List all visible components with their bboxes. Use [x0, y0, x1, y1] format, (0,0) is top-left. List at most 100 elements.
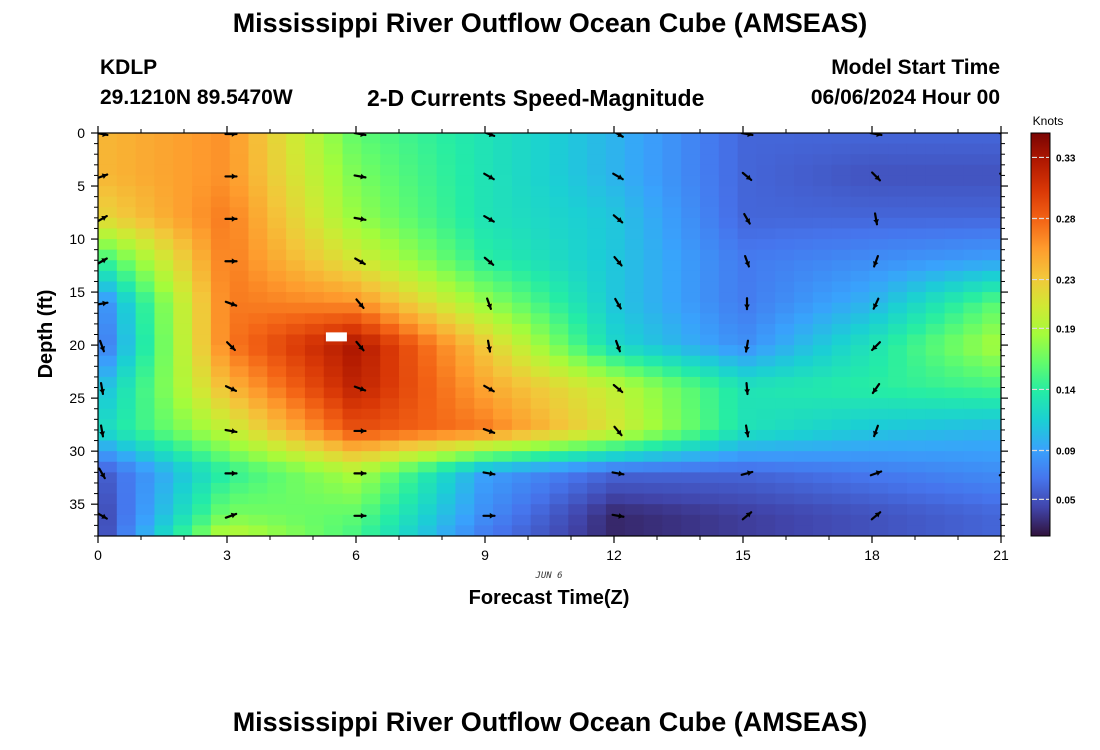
heatmap-cell — [925, 196, 946, 208]
heatmap-cell — [98, 217, 118, 230]
heatmap-cell — [436, 504, 457, 516]
heatmap-cell — [888, 345, 908, 357]
heatmap-cell — [605, 504, 626, 516]
heatmap-cell — [399, 514, 419, 526]
heatmap-cell — [944, 419, 964, 431]
heatmap-cell — [530, 429, 551, 442]
heatmap-cell — [624, 366, 645, 378]
heatmap-cell — [794, 472, 814, 484]
heatmap-cell — [963, 345, 983, 357]
heatmap-cell — [869, 408, 889, 420]
heatmap-cell — [718, 366, 739, 378]
heatmap-cell — [436, 482, 457, 495]
heatmap-cell — [511, 143, 532, 155]
heatmap-cell — [455, 408, 475, 420]
heatmap-cell — [944, 260, 964, 272]
heatmap-cell — [718, 440, 739, 452]
heatmap-cell — [775, 186, 795, 198]
heatmap-cell — [888, 482, 908, 495]
heatmap-cell — [399, 270, 419, 283]
heatmap-cell — [718, 323, 739, 336]
heatmap-cell — [417, 154, 438, 166]
heatmap-cell — [173, 133, 193, 145]
heatmap-cell — [286, 334, 306, 346]
heatmap-cell — [493, 355, 513, 367]
heatmap-cell — [812, 164, 833, 177]
heatmap-cell — [361, 504, 381, 516]
heatmap-cell — [455, 175, 475, 187]
heatmap-cell — [869, 260, 889, 272]
heatmap-cell — [474, 186, 494, 198]
heatmap-cell — [963, 154, 983, 166]
heatmap-cell — [436, 387, 457, 399]
heatmap-cell — [925, 313, 946, 325]
heatmap-cell — [210, 504, 231, 516]
heatmap-cell — [963, 217, 983, 230]
heatmap-cell — [794, 323, 814, 336]
heatmap-cell — [511, 355, 532, 367]
heatmap-cell — [549, 376, 569, 389]
heatmap-cell — [493, 504, 513, 516]
vector-arrow — [224, 428, 238, 434]
heatmap-cell — [944, 376, 964, 389]
heatmap-cell — [925, 451, 946, 463]
heatmap-cell — [210, 514, 231, 526]
heatmap-cell — [963, 260, 983, 272]
x-axis-title: Forecast Time(Z) — [469, 587, 630, 609]
heatmap-cell — [775, 482, 795, 495]
heatmap-cell — [399, 196, 419, 208]
heatmap-cell — [605, 440, 626, 452]
heatmap-cell — [756, 249, 776, 261]
heatmap-cell — [342, 514, 362, 526]
heatmap-cell — [812, 292, 833, 304]
heatmap-cell — [756, 302, 776, 314]
heatmap-cell — [888, 334, 908, 346]
heatmap-cell — [925, 133, 946, 145]
heatmap-cell — [831, 493, 852, 505]
heatmap-cell — [154, 345, 174, 357]
heatmap-cell — [662, 270, 682, 283]
heatmap-cell — [493, 228, 513, 240]
heatmap-cell — [662, 239, 682, 251]
heatmap-cell — [982, 525, 1001, 536]
vector-arrow — [741, 171, 753, 182]
heatmap-cell — [248, 292, 268, 304]
vector-arrow — [999, 172, 1001, 176]
heatmap-cell — [906, 408, 927, 420]
heatmap-cell — [210, 196, 231, 208]
y-tick-label: 35 — [69, 496, 85, 512]
heatmap-cell — [455, 514, 475, 526]
heatmap-cell — [869, 302, 889, 314]
heatmap-cell — [963, 334, 983, 346]
heatmap-cell — [361, 302, 381, 314]
heatmap-cell — [925, 398, 946, 410]
heatmap-cell — [361, 260, 381, 272]
heatmap-cell — [361, 376, 381, 389]
heatmap-cell — [681, 429, 701, 442]
heatmap-cell — [794, 345, 814, 357]
vector-arrow — [873, 212, 879, 226]
heatmap-cell — [135, 249, 156, 261]
heatmap-cell — [587, 249, 607, 261]
heatmap-cell — [229, 493, 250, 505]
heatmap-cell — [906, 366, 927, 378]
heatmap-cell — [248, 217, 268, 230]
heatmap-cell — [323, 387, 344, 399]
heatmap-cell — [794, 154, 814, 166]
heatmap-cell — [380, 472, 400, 484]
heatmap-cell — [643, 270, 663, 283]
heatmap-cell — [267, 217, 287, 230]
heatmap-cell — [493, 429, 513, 442]
heatmap-cell — [831, 164, 852, 177]
heatmap-cell — [812, 514, 833, 526]
heatmap-cell — [116, 451, 137, 463]
heatmap-cell — [154, 461, 174, 473]
heatmap-cell — [98, 207, 118, 219]
heatmap-cell — [192, 292, 212, 304]
heatmap-cell — [756, 207, 776, 219]
heatmap-cell — [982, 387, 1001, 399]
heatmap-cell — [135, 186, 156, 198]
heatmap-cell — [869, 175, 889, 187]
y-tick-label: 10 — [69, 231, 85, 247]
heatmap-cell — [869, 493, 889, 505]
